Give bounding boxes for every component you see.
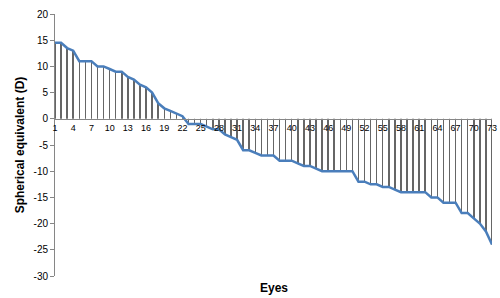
- svg-text:43: 43: [305, 123, 315, 133]
- svg-text:-5: -5: [39, 140, 48, 151]
- svg-text:67: 67: [451, 123, 461, 133]
- svg-text:19: 19: [159, 123, 169, 133]
- svg-text:-15: -15: [34, 192, 49, 203]
- svg-text:Spherical equivalent (D): Spherical equivalent (D): [13, 77, 27, 214]
- svg-text:58: 58: [396, 123, 406, 133]
- svg-text:40: 40: [287, 123, 297, 133]
- svg-text:25: 25: [196, 123, 206, 133]
- svg-text:20: 20: [37, 9, 49, 20]
- svg-text:31: 31: [232, 123, 242, 133]
- svg-text:4: 4: [71, 123, 76, 133]
- svg-text:49: 49: [341, 123, 351, 133]
- svg-text:-25: -25: [34, 244, 49, 255]
- svg-text:13: 13: [123, 123, 133, 133]
- svg-text:-30: -30: [34, 271, 49, 282]
- svg-text:70: 70: [469, 123, 479, 133]
- svg-text:-20: -20: [34, 218, 49, 229]
- svg-text:55: 55: [378, 123, 388, 133]
- svg-text:61: 61: [414, 123, 424, 133]
- svg-text:10: 10: [105, 123, 115, 133]
- svg-text:34: 34: [250, 123, 260, 133]
- svg-text:46: 46: [323, 123, 333, 133]
- svg-text:37: 37: [268, 123, 278, 133]
- svg-text:Eyes: Eyes: [260, 281, 288, 295]
- svg-text:52: 52: [360, 123, 370, 133]
- svg-text:22: 22: [177, 123, 187, 133]
- svg-text:64: 64: [432, 123, 442, 133]
- svg-text:5: 5: [42, 87, 48, 98]
- svg-text:10: 10: [37, 61, 49, 72]
- svg-text:0: 0: [42, 113, 48, 124]
- svg-text:15: 15: [37, 35, 49, 46]
- svg-text:7: 7: [89, 123, 94, 133]
- svg-text:73: 73: [487, 123, 497, 133]
- svg-text:16: 16: [141, 123, 151, 133]
- svg-text:28: 28: [214, 123, 224, 133]
- svg-text:1: 1: [52, 123, 57, 133]
- svg-text:-10: -10: [34, 166, 49, 177]
